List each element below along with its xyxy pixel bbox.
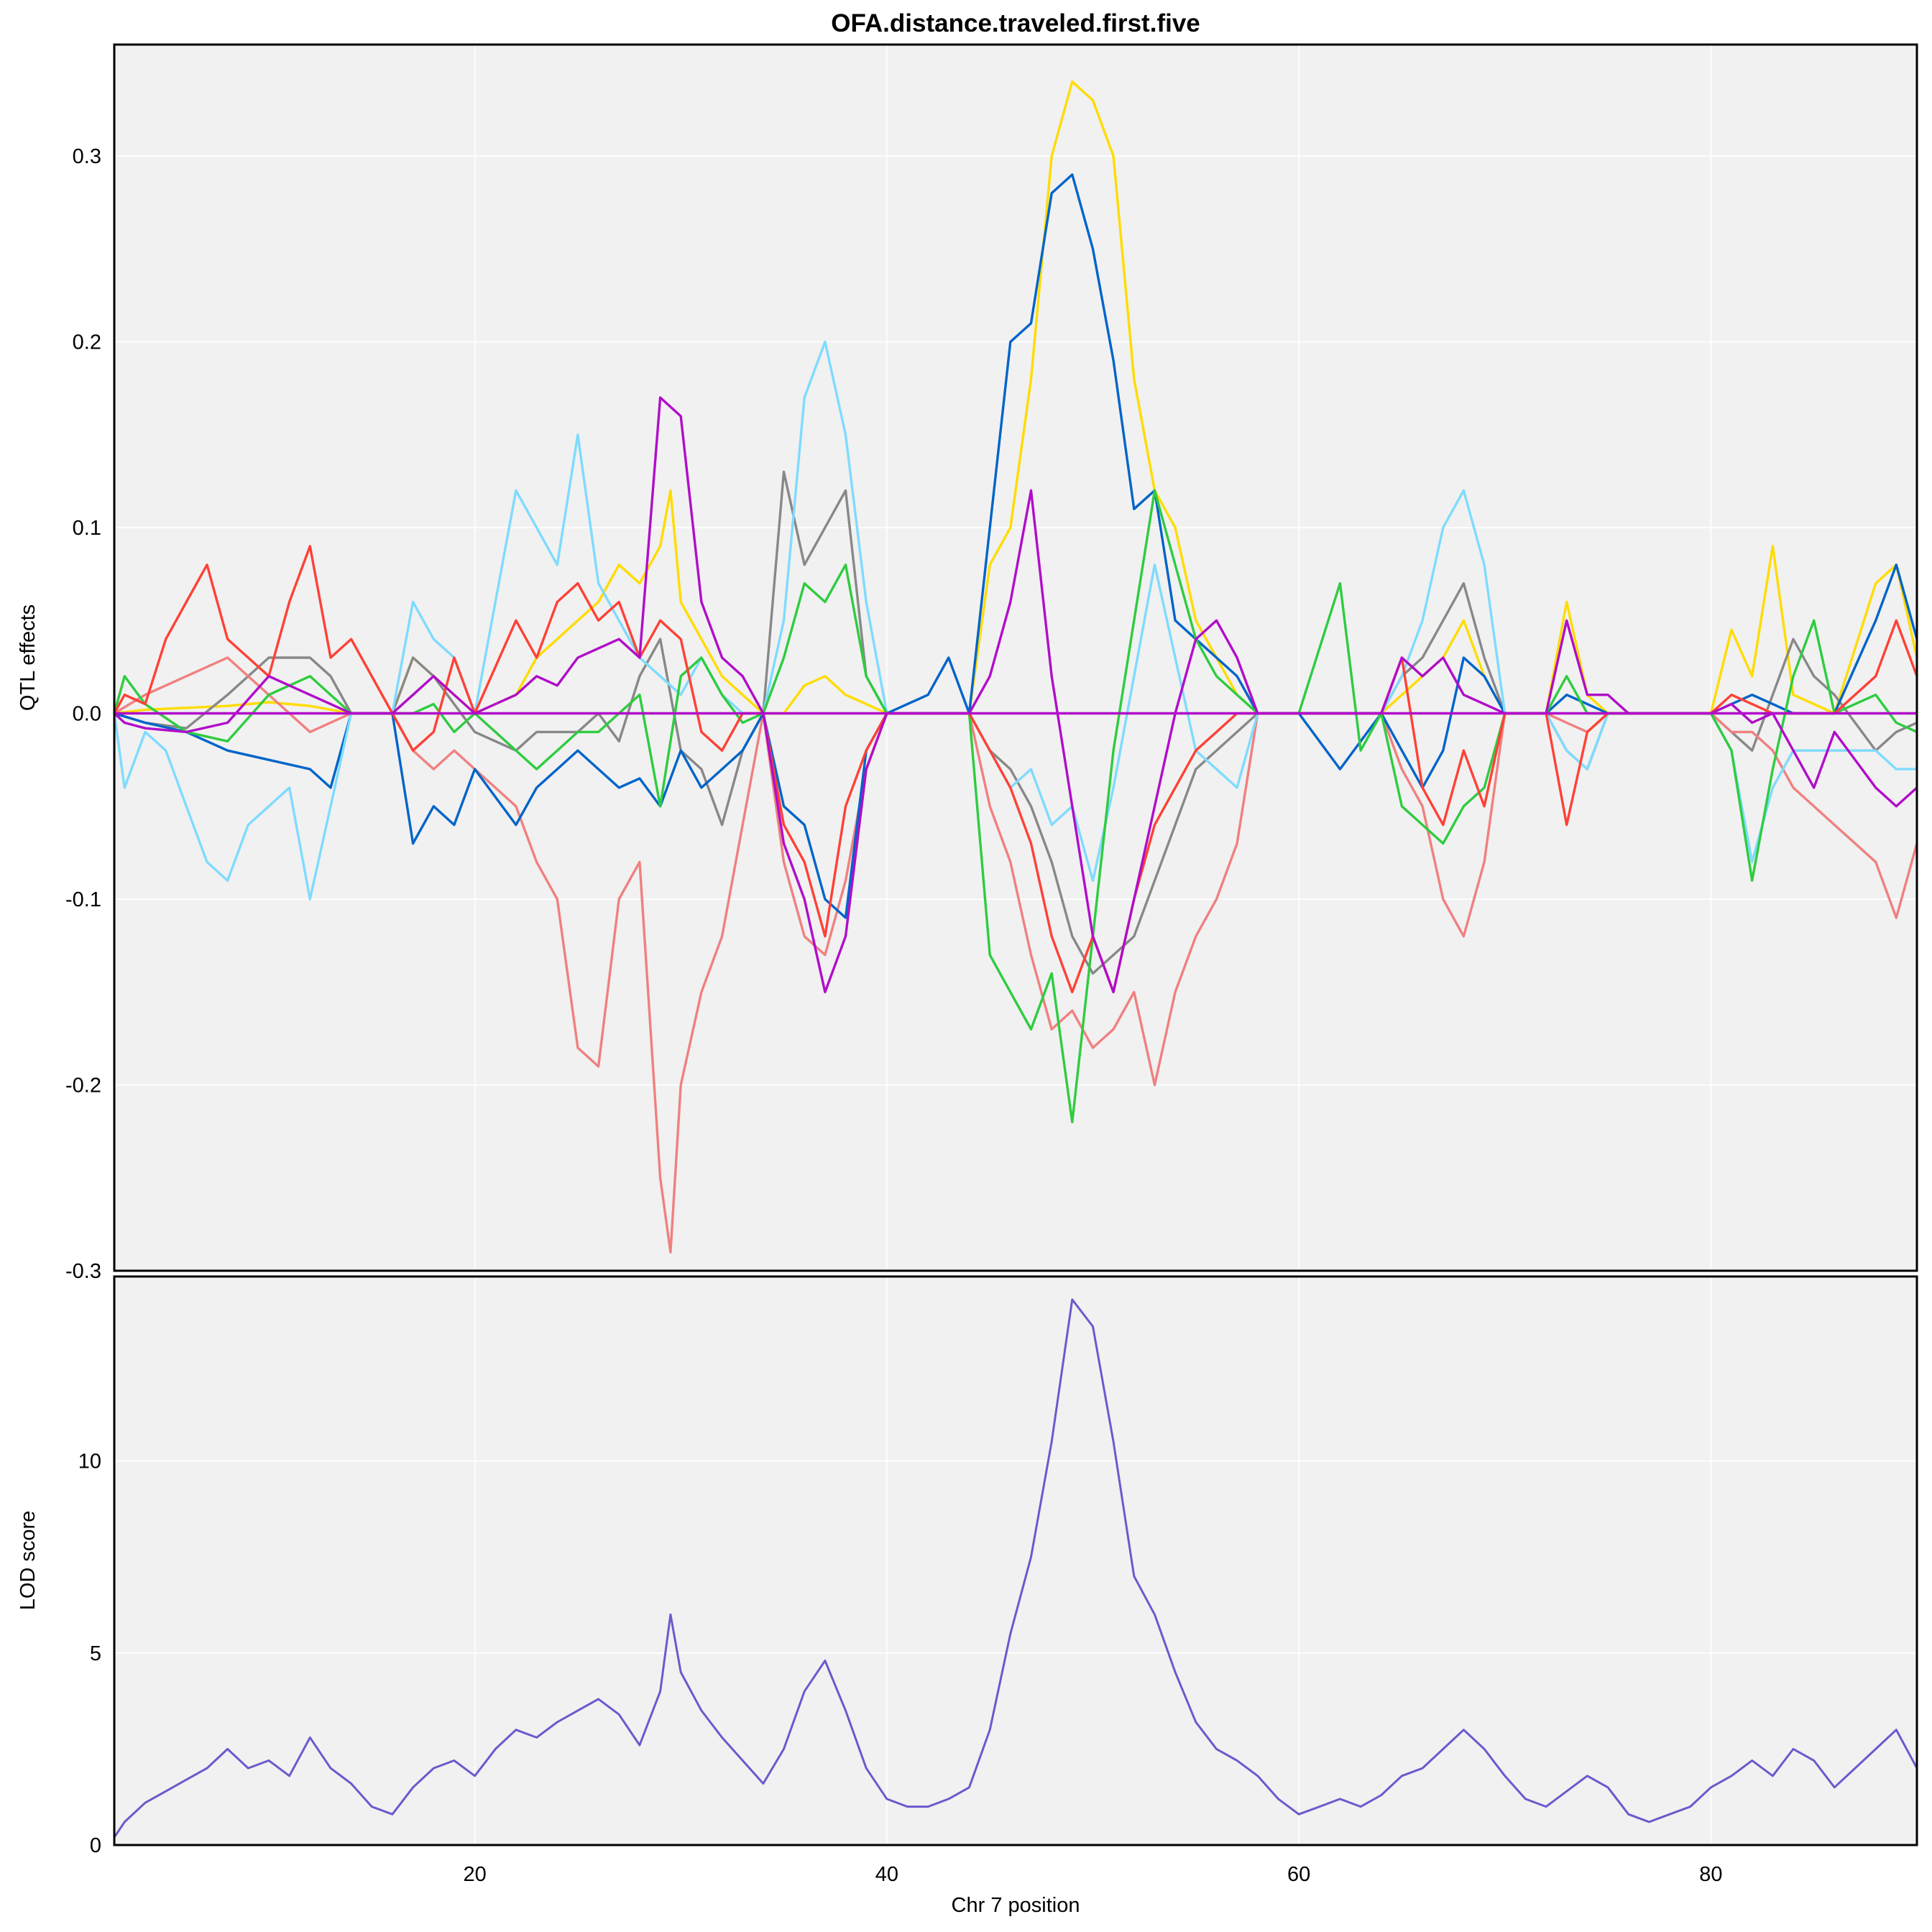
y-tick-label: 0.3 [73, 145, 101, 168]
lod-panel-background [114, 1276, 1917, 1845]
series-line [113, 396, 1918, 993]
y-tick-label: 0.1 [73, 517, 101, 540]
series-line [113, 1298, 1918, 1839]
x-tick-label: 80 [1699, 1863, 1722, 1886]
y-tick-label: -0.3 [65, 1260, 101, 1283]
x-tick-label: 20 [463, 1863, 486, 1886]
lod-panel: 0 5 10 20 40 60 80 LOD score Chr 7 position [17, 1275, 1918, 1917]
y-tick-label: 0.0 [73, 703, 101, 726]
lod-x-tick-labels: 20 40 60 80 [463, 1863, 1722, 1886]
y-tick-label: -0.2 [65, 1075, 101, 1098]
effects-y-axis-label: QTL effects [17, 604, 40, 711]
lod-series-lines [113, 1298, 1918, 1839]
lod-y-axis-label: LOD score [17, 1511, 40, 1611]
x-tick-label: 60 [1287, 1863, 1310, 1886]
series-line [114, 173, 1918, 919]
y-tick-label: 0.2 [73, 331, 101, 354]
y-tick-label: 10 [78, 1450, 101, 1473]
chart-title: OFA.distance.traveled.first.five [831, 9, 1200, 37]
effects-series-lines [113, 80, 1918, 1254]
effects-panel-background [114, 45, 1917, 1271]
x-tick-label: 40 [875, 1863, 898, 1886]
y-tick-label: 5 [90, 1642, 101, 1665]
effects-panel: -0.3 -0.2 -0.1 0.0 0.1 0.2 0.3 QTL effects [17, 43, 1918, 1283]
x-axis-label: Chr 7 position [952, 1894, 1080, 1917]
y-tick-label: 0 [90, 1834, 101, 1857]
lod-y-tick-labels: 0 5 10 [78, 1450, 101, 1857]
lod-panel-border [113, 1275, 1918, 1846]
series-line [113, 489, 1918, 1123]
effects-panel-border [113, 43, 1918, 1272]
y-tick-label: -0.1 [65, 888, 101, 911]
effects-y-tick-labels: -0.3 -0.2 -0.1 0.0 0.1 0.2 0.3 [65, 145, 101, 1283]
